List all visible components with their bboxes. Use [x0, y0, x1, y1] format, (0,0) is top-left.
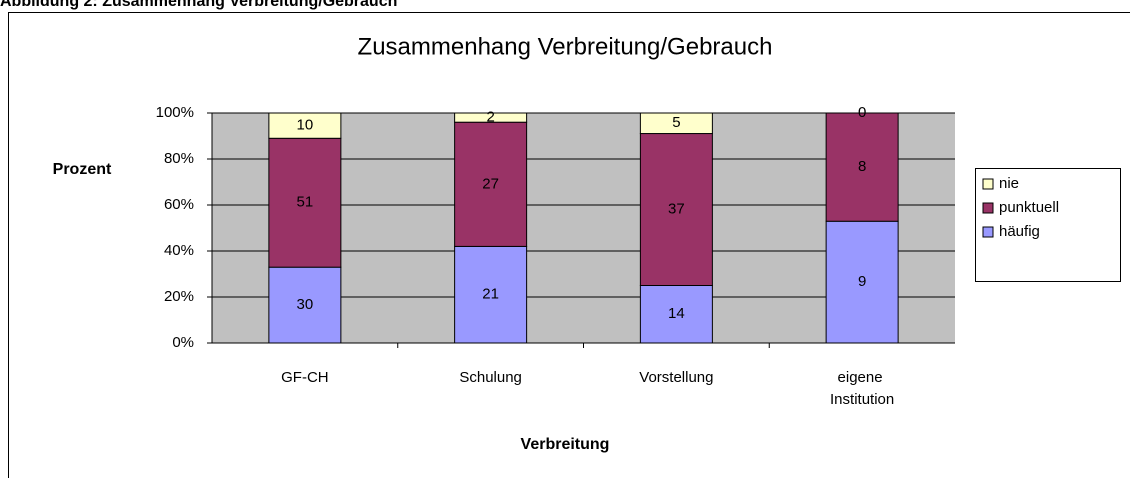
bar-segment	[268, 137, 342, 268]
legend-label: häufig	[999, 223, 1040, 240]
y-tick-label: 100%	[156, 104, 194, 121]
data-label: 37	[668, 200, 685, 217]
bar-segment	[639, 112, 713, 135]
x-tick-label: Vorstellung	[639, 369, 713, 386]
bar-segment	[454, 121, 528, 247]
bar-segment	[825, 220, 899, 344]
x-tick-label: eigene Institution	[830, 369, 894, 408]
data-label: 51	[297, 194, 314, 211]
legend-label: nie	[999, 175, 1019, 192]
page-header: Abbildung 2: Zusammenhang Verbreitung/Ge…	[0, 0, 397, 10]
y-tick-label: 80%	[164, 150, 194, 167]
data-label: 14	[668, 305, 685, 322]
legend-swatch	[982, 202, 994, 214]
x-tick-label-line: eigene	[838, 369, 887, 386]
x-tick-label: Schulung	[459, 369, 522, 386]
y-axis-label: Prozent	[53, 161, 112, 178]
data-label: 2	[486, 109, 494, 126]
bar-segment	[454, 112, 528, 123]
bar-segment	[268, 112, 342, 139]
data-label: 30	[297, 296, 314, 313]
legend-box	[975, 168, 1121, 282]
y-tick-label: 20%	[164, 288, 194, 305]
bar-segment	[639, 133, 713, 286]
data-label: 0	[858, 104, 866, 121]
data-label: 5	[672, 114, 680, 131]
chart-title: Zusammenhang Verbreitung/Gebrauch	[358, 33, 773, 60]
data-label: 21	[482, 286, 499, 303]
data-label: 8	[858, 158, 866, 175]
bar-segment	[268, 266, 342, 344]
x-tick-label-line: Institution	[830, 391, 894, 408]
legend-label: punktuell	[999, 199, 1059, 216]
y-tick-label: 60%	[164, 196, 194, 213]
y-tick-label: 40%	[164, 242, 194, 259]
x-tick-label: GF-CH	[281, 369, 329, 386]
data-label: 10	[297, 117, 314, 134]
bar-segment	[639, 285, 713, 344]
legend-swatch	[982, 178, 994, 190]
legend-swatch	[982, 226, 994, 238]
data-label: 27	[482, 175, 499, 192]
x-axis-label: Verbreitung	[521, 436, 610, 453]
y-tick-label: 0%	[172, 334, 194, 351]
data-label: 9	[858, 273, 866, 290]
bar-segment	[825, 112, 899, 222]
